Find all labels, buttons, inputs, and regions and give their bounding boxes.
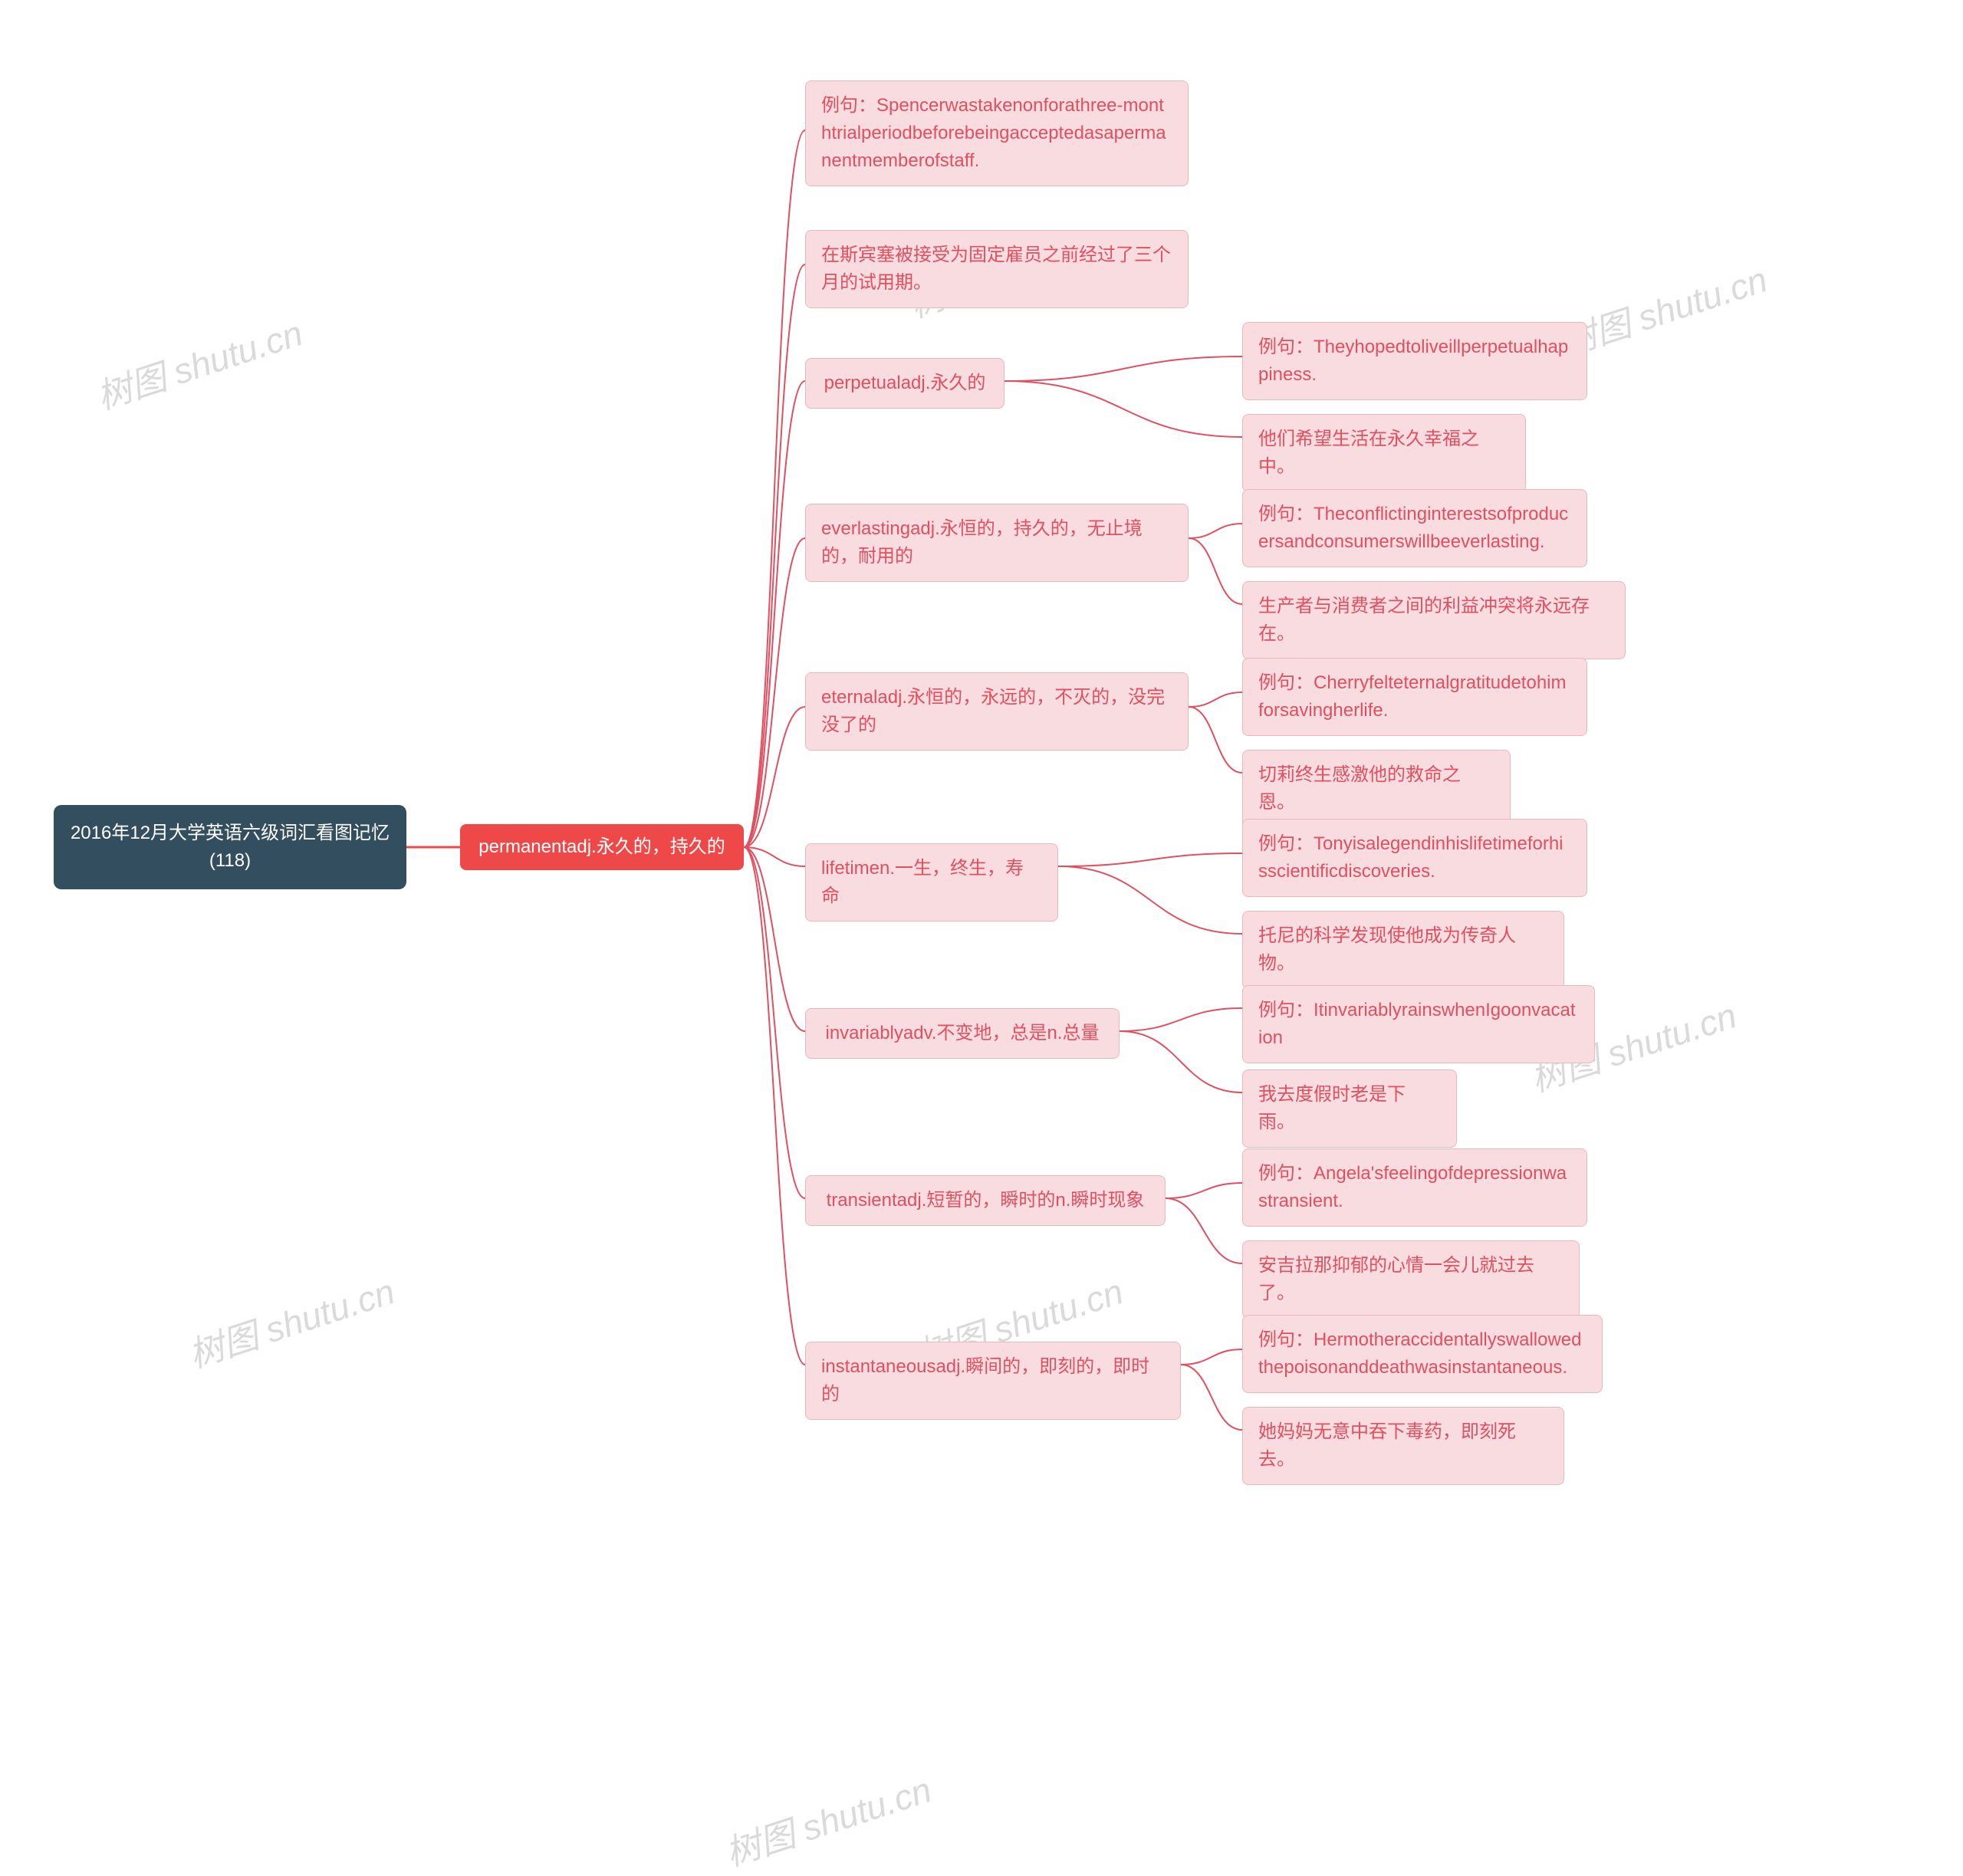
level3-node: 例句：Cherryfelteternalgratitudetohimforsav…: [1242, 658, 1587, 736]
level3-node: 生产者与消费者之间的利益冲突将永远存在。: [1242, 581, 1626, 659]
connector: [1120, 1031, 1242, 1092]
level3-node: 例句：ItinvariablyrainswhenIgoonvacation: [1242, 985, 1595, 1063]
level3-node: 他们希望生活在永久幸福之中。: [1242, 414, 1526, 492]
connector: [1166, 1198, 1242, 1263]
level2-node: transientadj.短暂的，瞬时的n.瞬时现象: [805, 1175, 1166, 1226]
level3-text: 生产者与消费者之间的利益冲突将永远存在。: [1258, 593, 1610, 648]
connector: [1058, 853, 1242, 866]
level2-node: 在斯宾塞被接受为固定雇员之前经过了三个月的试用期。: [805, 230, 1189, 308]
level3-text: 切莉终生感激他的救命之恩。: [1258, 761, 1494, 816]
level3-node: 例句：Hermotheraccidentallyswallowedthepois…: [1242, 1315, 1603, 1393]
level3-text: 他们希望生活在永久幸福之中。: [1258, 425, 1510, 481]
level3-node: 例句：Theyhopedtoliveillperpetualhappiness.: [1242, 322, 1587, 400]
level3-text: 她妈妈无意中吞下毒药，即刻死去。: [1258, 1418, 1548, 1474]
connector: [1189, 692, 1242, 707]
level3-node: 安吉拉那抑郁的心情一会儿就过去了。: [1242, 1240, 1580, 1319]
level2-node: invariablyadv.不变地，总是n.总量: [805, 1008, 1120, 1059]
connector: [1120, 1008, 1242, 1031]
level3-text: 例句：Theyhopedtoliveillperpetualhappiness.: [1258, 333, 1571, 389]
level2-node: 例句：Spencerwastakenonforathree-monthtrial…: [805, 80, 1189, 186]
level3-text: 例句：Hermotheraccidentallyswallowedthepois…: [1258, 1326, 1587, 1382]
connector: [1005, 381, 1242, 437]
level3-text: 例句：Angela'sfeelingofdepressionwastransie…: [1258, 1160, 1571, 1215]
level3-text: 我去度假时老是下雨。: [1258, 1081, 1441, 1136]
connector: [1189, 524, 1242, 538]
level3-node: 例句：Tonyisalegendinhislifetimeforhisscien…: [1242, 819, 1587, 897]
root-node: 2016年12月大学英语六级词汇看图记忆(118): [54, 805, 406, 889]
level3-text: 例句：Theconflictinginterestsofproducersand…: [1258, 501, 1571, 556]
connector: [1181, 1365, 1242, 1430]
level3-node: 她妈妈无意中吞下毒药，即刻死去。: [1242, 1407, 1564, 1485]
level2-text: lifetimen.一生，终生，寿命: [821, 855, 1042, 910]
level3-node: 例句：Angela'sfeelingofdepressionwastransie…: [1242, 1148, 1587, 1227]
level2-node: instantaneousadj.瞬间的，即刻的，即时的: [805, 1342, 1181, 1420]
level2-text: transientadj.短暂的，瞬时的n.瞬时现象: [827, 1187, 1145, 1214]
level2-text: 在斯宾塞被接受为固定雇员之前经过了三个月的试用期。: [821, 241, 1172, 297]
level2-text: eternaladj.永恒的，永远的，不灭的，没完没了的: [821, 684, 1172, 739]
level2-text: everlastingadj.永恒的，持久的，无止境的，耐用的: [821, 515, 1172, 570]
level3-text: 例句：ItinvariablyrainswhenIgoonvacation: [1258, 997, 1579, 1052]
connector: [1058, 866, 1242, 934]
level2-text: invariablyadv.不变地，总是n.总量: [826, 1020, 1100, 1047]
level3-node: 例句：Theconflictinginterestsofproducersand…: [1242, 489, 1587, 567]
level2-node: lifetimen.一生，终生，寿命: [805, 843, 1058, 922]
connector: [1166, 1183, 1242, 1198]
connector: [1005, 356, 1242, 381]
level3-text: 托尼的科学发现使他成为传奇人物。: [1258, 922, 1548, 977]
connector: [1189, 707, 1242, 773]
connector: [744, 707, 805, 847]
level2-node: eternaladj.永恒的，永远的，不灭的，没完没了的: [805, 672, 1189, 751]
level3-node: 托尼的科学发现使他成为传奇人物。: [1242, 911, 1564, 989]
level2-node: perpetualadj.永久的: [805, 358, 1005, 409]
watermark: 树图 shutu.cn: [718, 1763, 937, 1876]
connector: [744, 847, 805, 866]
level2-text: perpetualadj.永久的: [824, 370, 986, 397]
connector: [1181, 1349, 1242, 1365]
connector: [744, 264, 805, 847]
level3-node: 切莉终生感激他的救命之恩。: [1242, 750, 1511, 828]
connector: [1189, 538, 1242, 604]
connector: [744, 847, 805, 1198]
level3-text: 例句：Tonyisalegendinhislifetimeforhisscien…: [1258, 830, 1571, 885]
connector: [744, 847, 805, 1365]
level2-text: instantaneousadj.瞬间的，即刻的，即时的: [821, 1353, 1165, 1408]
connector: [744, 538, 805, 847]
watermark: 树图 shutu.cn: [90, 306, 308, 420]
level2-node: everlastingadj.永恒的，持久的，无止境的，耐用的: [805, 504, 1189, 582]
connector: [744, 130, 805, 847]
level1-node: permanentadj.永久的，持久的: [460, 824, 744, 870]
level2-text: 例句：Spencerwastakenonforathree-monthtrial…: [821, 92, 1172, 175]
connector: [744, 381, 805, 847]
watermark: 树图 shutu.cn: [182, 1264, 400, 1378]
level3-text: 安吉拉那抑郁的心情一会儿就过去了。: [1258, 1252, 1563, 1307]
level3-node: 我去度假时老是下雨。: [1242, 1069, 1457, 1148]
connector: [744, 847, 805, 1031]
root-text: 2016年12月大学英语六级词汇看图记忆(118): [69, 820, 391, 875]
level1-text: permanentadj.永久的，持久的: [478, 833, 725, 861]
level3-text: 例句：Cherryfelteternalgratitudetohimforsav…: [1258, 669, 1571, 724]
